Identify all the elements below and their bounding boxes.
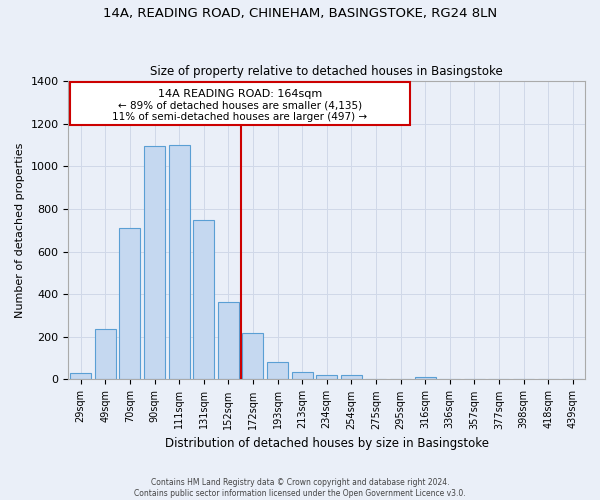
X-axis label: Distribution of detached houses by size in Basingstoke: Distribution of detached houses by size … [165,437,489,450]
Y-axis label: Number of detached properties: Number of detached properties [15,142,25,318]
Text: 11% of semi-detached houses are larger (497) →: 11% of semi-detached houses are larger (… [112,112,368,122]
Bar [95,330,116,380]
Bar [144,146,165,380]
Bar [292,372,313,380]
Bar [218,302,239,380]
Bar [119,228,140,380]
Bar [193,220,214,380]
Text: 14A READING ROAD: 164sqm: 14A READING ROAD: 164sqm [158,90,322,100]
Text: 14A, READING ROAD, CHINEHAM, BASINGSTOKE, RG24 8LN: 14A, READING ROAD, CHINEHAM, BASINGSTOKE… [103,8,497,20]
Title: Size of property relative to detached houses in Basingstoke: Size of property relative to detached ho… [151,66,503,78]
FancyBboxPatch shape [70,82,410,125]
Text: ← 89% of detached houses are smaller (4,135): ← 89% of detached houses are smaller (4,… [118,101,362,111]
Bar [267,362,288,380]
Bar [169,145,190,380]
Bar [341,375,362,380]
Bar [70,373,91,380]
Bar [415,378,436,380]
Bar [316,375,337,380]
Text: Contains HM Land Registry data © Crown copyright and database right 2024.
Contai: Contains HM Land Registry data © Crown c… [134,478,466,498]
Bar [242,332,263,380]
